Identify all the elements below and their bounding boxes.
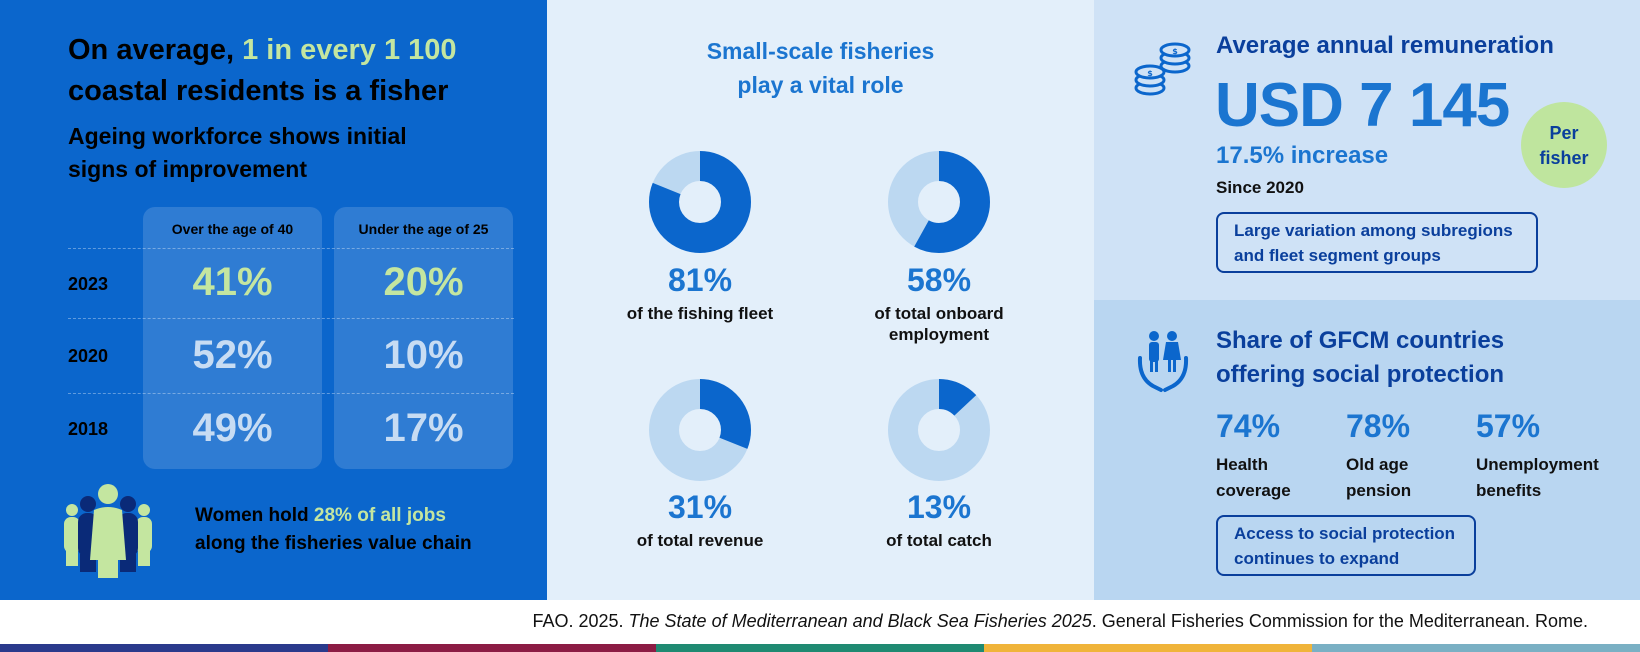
badge-line2: fisher xyxy=(1539,148,1589,168)
donut-label-fishing-fleet: of the fishing fleet xyxy=(590,303,810,324)
sp-label-pension: Old age pension xyxy=(1346,452,1486,504)
sp-label-unemployment: Unemployment benefits xyxy=(1476,452,1616,504)
women-prefix: Women hold xyxy=(195,505,314,526)
pct-over40-2020: 52% xyxy=(192,333,273,377)
donut-pct-total-catch: 13% xyxy=(906,489,972,525)
label-line2: benefits xyxy=(1476,481,1542,500)
note-line2: continues to expand xyxy=(1234,549,1400,568)
svg-text:$: $ xyxy=(1147,69,1153,78)
row-divider xyxy=(68,393,514,394)
pct-over40-2023: 41% xyxy=(192,260,273,304)
donut-total-catch xyxy=(888,379,990,481)
under-25-column xyxy=(334,207,513,469)
title-line1: Small-scale fisheries xyxy=(706,38,935,64)
sp-label-health: Health coverage xyxy=(1216,452,1356,504)
row-divider xyxy=(68,318,514,319)
donut-value-arc xyxy=(888,151,990,253)
remuneration-value: USD 7 145 xyxy=(1215,71,1510,140)
title-line1: Share of GFCM countries xyxy=(1216,327,1505,354)
social-protection-title: Share of GFCM countries offering social … xyxy=(1216,324,1536,392)
pct-under25-2020: 10% xyxy=(383,333,464,377)
year-2018: 2018 xyxy=(68,419,109,439)
pct-over40-2018: 49% xyxy=(192,406,273,450)
year-2020: 2020 xyxy=(68,346,109,366)
citation-prefix: FAO. 2025. xyxy=(532,611,629,631)
label-line1: of total onboard xyxy=(874,304,1004,323)
label-line1: of the fishing fleet xyxy=(626,304,774,323)
women-highlight: 28% of all jobs xyxy=(313,505,446,526)
badge-line1: Per xyxy=(1549,123,1579,143)
middle-panel xyxy=(547,0,1094,600)
women-jobs-statement: Women hold 28% of all jobs along the fis… xyxy=(195,502,525,558)
citation-suffix: . General Fisheries Commission for the M… xyxy=(1091,611,1588,631)
note-line1: Large variation among subregions xyxy=(1234,221,1513,240)
women-suffix: along the fisheries value chain xyxy=(195,533,472,554)
year-2023: 2023 xyxy=(68,274,109,294)
headline-highlight: 1 in every 1 100 xyxy=(242,34,457,66)
label-line2: employment xyxy=(888,325,990,344)
label-line1: of total catch xyxy=(886,531,992,550)
svg-text:$: $ xyxy=(1172,47,1178,56)
label-line1: Health xyxy=(1216,455,1268,474)
over-40-column xyxy=(143,207,322,469)
subhead: Ageing workforce shows initial signs of … xyxy=(68,123,407,182)
donut-label-total-catch: of total catch xyxy=(829,530,1049,551)
remuneration-increase: 17.5% increase xyxy=(1216,142,1389,169)
donut-total-revenue xyxy=(649,379,751,481)
women-group-icon xyxy=(64,484,152,578)
row-divider xyxy=(68,248,514,249)
donut-pct-onboard-employment: 58% xyxy=(906,262,972,298)
color-stripe xyxy=(656,644,984,652)
pct-under25-2023: 20% xyxy=(383,260,464,304)
per-fisher-badge: Per fisher xyxy=(1521,102,1607,188)
headline: On average, 1 in every 1 100 coastal res… xyxy=(68,30,508,112)
donut-pct-total-revenue: 31% xyxy=(667,489,733,525)
label-line2: pension xyxy=(1346,481,1412,500)
column-header-under-25: Under the age of 25 xyxy=(358,221,489,237)
citation: FAO. 2025. The State of Mediterranean an… xyxy=(532,611,1588,632)
sp-pct-unemployment: 57% xyxy=(1476,408,1541,444)
headline-part2: coastal residents is a fisher xyxy=(68,75,449,107)
color-stripe xyxy=(984,644,1312,652)
donut-value-arc xyxy=(888,379,990,481)
donut-value-arc xyxy=(649,151,751,253)
sp-pct-pension: 78% xyxy=(1346,408,1411,444)
title-line2: play a vital role xyxy=(737,72,904,98)
donut-label-total-revenue: of total revenue xyxy=(590,530,810,551)
access-note: Access to social protection continues to… xyxy=(1216,515,1476,576)
small-scale-title: Small-scale fisheries play a vital role xyxy=(547,34,1094,102)
label-line1: Unemployment xyxy=(1476,455,1599,474)
donut-value-arc xyxy=(649,379,751,481)
people-in-hands-icon xyxy=(1137,331,1189,392)
headline-part1: On average, xyxy=(68,34,243,66)
color-stripe xyxy=(328,644,656,652)
note-line2: and fleet segment groups xyxy=(1234,246,1441,265)
sp-pct-health: 74% xyxy=(1216,408,1281,444)
donut-onboard-employment xyxy=(888,151,990,253)
remuneration-title: Average annual remuneration xyxy=(1216,32,1554,59)
social-protection-panel xyxy=(1094,300,1640,600)
column-header-over-40: Over the age of 40 xyxy=(171,221,294,237)
donut-label-onboard-employment: of total onboard employment xyxy=(829,303,1049,345)
color-stripe xyxy=(0,644,328,652)
donut-pct-fishing-fleet: 81% xyxy=(667,262,733,298)
label-line2: coverage xyxy=(1216,481,1291,500)
label-line1: of total revenue xyxy=(636,531,764,550)
remuneration-since: Since 2020 xyxy=(1216,178,1304,197)
donut-fishing-fleet xyxy=(649,151,751,253)
label-line1: Old age xyxy=(1346,455,1409,474)
note-line1: Access to social protection xyxy=(1234,524,1456,543)
citation-title: The State of Mediterranean and Black Sea… xyxy=(628,611,1092,631)
color-stripe xyxy=(1312,644,1640,652)
pct-under25-2018: 17% xyxy=(383,406,464,450)
variation-note: Large variation among subregions and fle… xyxy=(1216,212,1538,273)
title-line2: offering social protection xyxy=(1216,361,1505,388)
coins-icon: $ $ xyxy=(1134,42,1191,96)
